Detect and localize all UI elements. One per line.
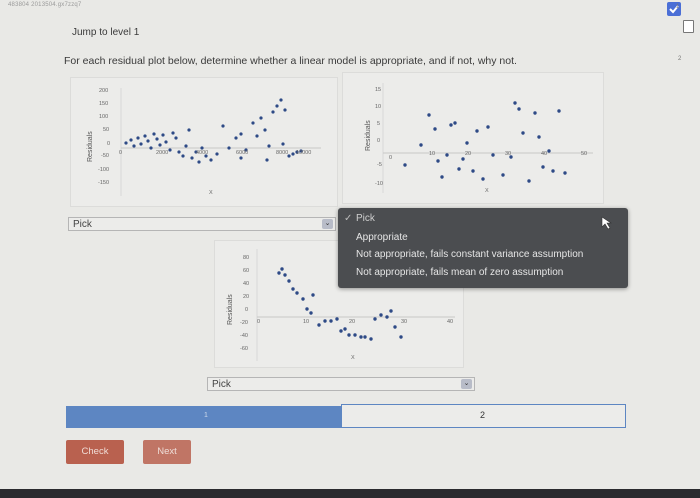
plot-1-svg bbox=[120, 88, 321, 196]
plot-3-ytick: 20 bbox=[243, 294, 250, 300]
page-icon[interactable] bbox=[683, 20, 694, 33]
plot-2-ytick: -10 bbox=[375, 181, 383, 187]
plot-1-xtick: 10000 bbox=[296, 150, 312, 156]
progress-remaining bbox=[341, 404, 626, 428]
plot-1-ytick: 150 bbox=[99, 101, 109, 107]
plot-1-xtick: 8000 bbox=[276, 150, 289, 156]
next-button[interactable]: Next bbox=[143, 440, 191, 464]
plot-2-ytick: 0 bbox=[377, 138, 381, 144]
plot-1-answer-select[interactable]: Pick ⌄ bbox=[68, 217, 336, 231]
answer-dropdown-menu[interactable]: ✓ Pick Appropriate Not appropriate, fail… bbox=[338, 208, 628, 288]
plot-2-xtick: 30 bbox=[505, 151, 512, 157]
residual-plot-1: Residuals 200 150 100 50 0 -50 -100 -150… bbox=[70, 77, 338, 207]
plot-3-xtick: 0 bbox=[257, 319, 261, 325]
plot-3-answer-select[interactable]: Pick ⌄ bbox=[207, 377, 475, 391]
plot-2-svg bbox=[382, 83, 593, 193]
plot-3-xtick: 40 bbox=[447, 319, 454, 325]
plot-1-select-value: Pick bbox=[73, 219, 92, 230]
plot-1-xtick: 0 bbox=[119, 150, 123, 156]
plot-3-ytick: -60 bbox=[240, 346, 248, 352]
plot-3-ytick: 80 bbox=[243, 255, 250, 261]
plot-2-xlabel: X bbox=[485, 188, 489, 194]
plot-2-xtick: 40 bbox=[541, 151, 548, 157]
plot-1-ytick: 200 bbox=[99, 88, 109, 94]
dropdown-check-icon: ✓ bbox=[344, 213, 353, 224]
plot-2-ytick: 5 bbox=[377, 121, 381, 127]
plot-2-xtick: 10 bbox=[429, 151, 436, 157]
plot-2-ytick: 10 bbox=[375, 104, 382, 110]
plot-1-xtick: 6000 bbox=[236, 150, 249, 156]
plot-3-xlabel: X bbox=[351, 355, 355, 361]
document-id: 483804 2013504.gx7zzq7 bbox=[8, 2, 82, 8]
bottom-edge bbox=[0, 489, 700, 498]
jump-to-level[interactable]: Jump to level 1 bbox=[72, 27, 140, 38]
plot-2-points bbox=[403, 101, 567, 183]
plot-3-ytick: -40 bbox=[240, 333, 248, 339]
cursor-icon bbox=[601, 216, 612, 230]
dropdown-header[interactable]: Pick bbox=[356, 213, 375, 224]
chevron-down-icon[interactable]: ⌄ bbox=[461, 379, 472, 389]
plot-2-ytick: 15 bbox=[375, 87, 382, 93]
checkmark-icon[interactable] bbox=[667, 2, 681, 16]
question-prompt: For each residual plot below, determine … bbox=[64, 55, 517, 67]
progress-completed bbox=[66, 406, 341, 428]
plot-1-points bbox=[124, 98, 303, 164]
plot-3-xtick: 30 bbox=[401, 319, 408, 325]
dropdown-option-appropriate[interactable]: Appropriate bbox=[356, 232, 408, 243]
plot-2-xtick: 0 bbox=[389, 155, 393, 161]
plot-3-svg bbox=[256, 249, 455, 361]
plot-3-ylabel: Residuals bbox=[227, 294, 234, 325]
plot-2-ylabel: Residuals bbox=[365, 120, 372, 151]
chevron-down-icon[interactable]: ⌄ bbox=[322, 219, 333, 229]
progress-marker-2: 2 bbox=[480, 410, 486, 420]
plot-1-ytick: 100 bbox=[99, 114, 109, 120]
plot-1-ytick: -150 bbox=[98, 180, 110, 186]
plot-1-xtick: 2000 bbox=[156, 150, 169, 156]
plot-3-ytick: 40 bbox=[243, 281, 250, 287]
plot-1-ytick: 50 bbox=[103, 127, 110, 133]
plot-3-ytick: 60 bbox=[243, 268, 250, 274]
plot-2-ytick: -5 bbox=[377, 162, 382, 168]
plot-3-xtick: 20 bbox=[349, 319, 356, 325]
plot-1-ytick: 0 bbox=[107, 141, 111, 147]
plot-1-ytick: -50 bbox=[101, 153, 109, 159]
plot-2-xtick: 50 bbox=[581, 151, 588, 157]
side-number-1: 1 bbox=[676, 4, 680, 10]
plot-3-ytick: 0 bbox=[245, 307, 249, 313]
plot-3-ytick: -20 bbox=[240, 320, 248, 326]
plot-1-ytick: -100 bbox=[98, 167, 110, 173]
progress-marker-1: 1 bbox=[204, 412, 208, 419]
plot-1-xlabel: X bbox=[209, 190, 213, 196]
plot-1-xtick: 4000 bbox=[196, 150, 209, 156]
dropdown-option-constant-variance[interactable]: Not appropriate, fails constant variance… bbox=[356, 249, 584, 260]
plot-3-select-value: Pick bbox=[212, 379, 231, 390]
plot-1-ylabel: Residuals bbox=[87, 131, 94, 162]
plot-3-points bbox=[277, 267, 403, 341]
plot-3-xtick: 10 bbox=[303, 319, 310, 325]
dropdown-option-mean-zero[interactable]: Not appropriate, fails mean of zero assu… bbox=[356, 267, 564, 278]
side-number-2: 2 bbox=[678, 56, 682, 62]
plot-2-xtick: 20 bbox=[465, 151, 472, 157]
check-button[interactable]: Check bbox=[66, 440, 124, 464]
residual-plot-2: Residuals 15 10 5 0 -5 -10 0 10 20 30 40… bbox=[342, 72, 604, 204]
